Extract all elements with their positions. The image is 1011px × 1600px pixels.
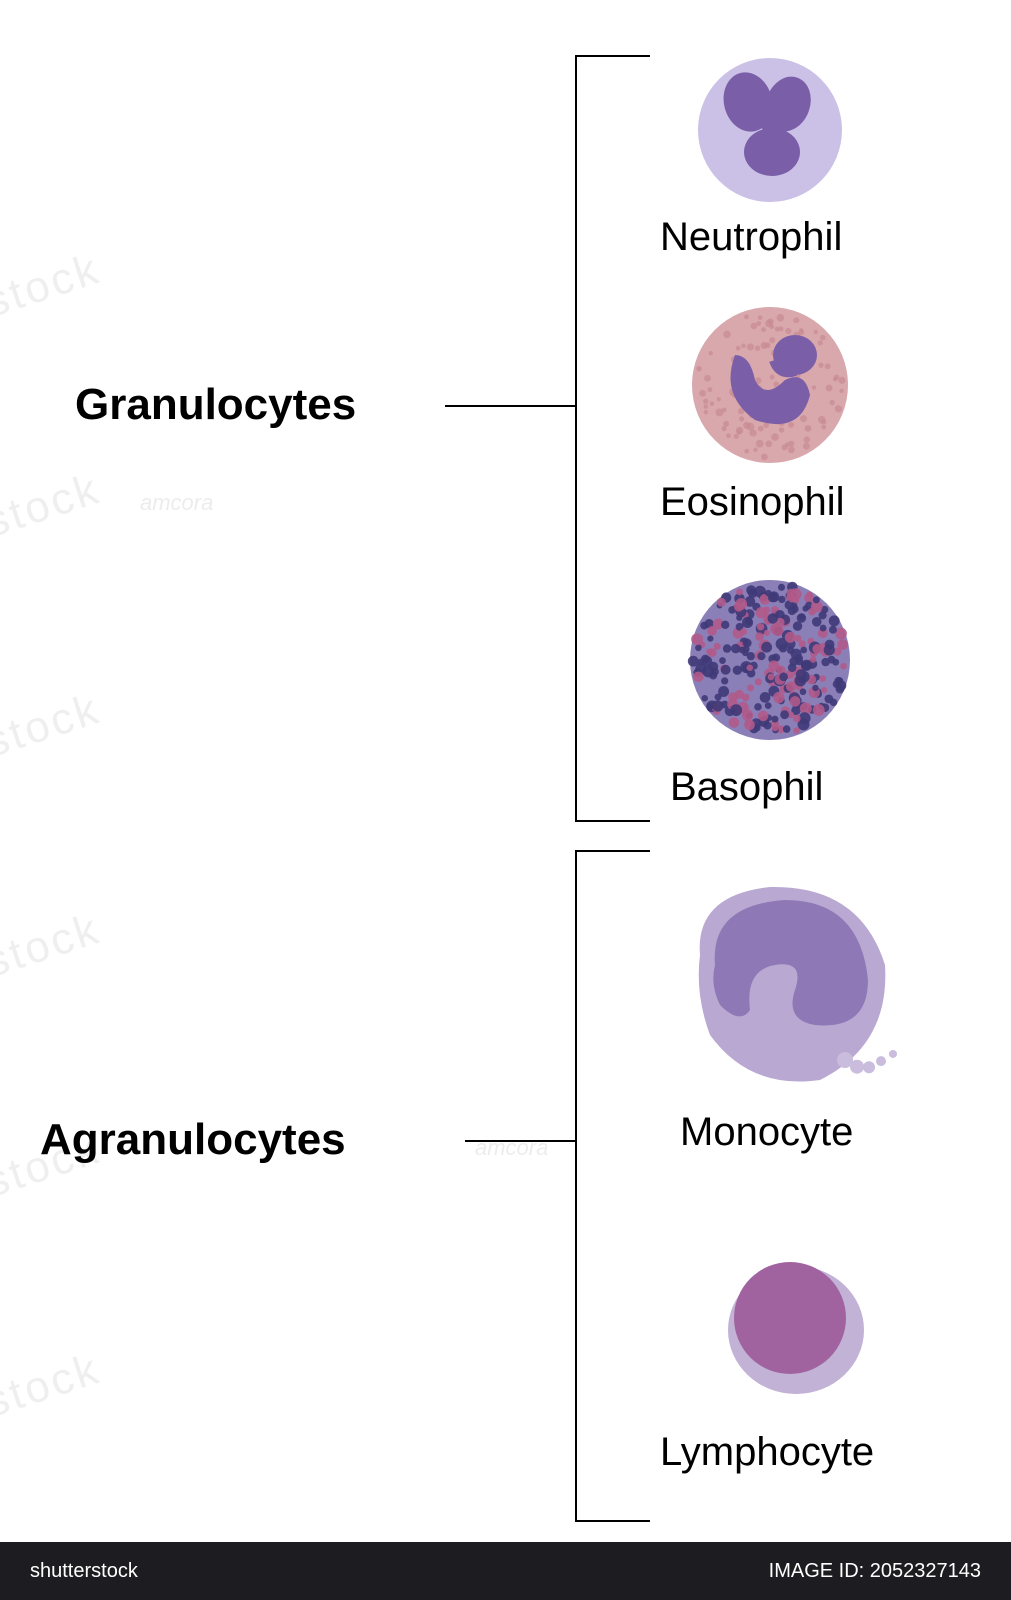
watermark-artist: amcora (475, 1135, 548, 1161)
footer-image-id: IMAGE ID: 2052327143 (769, 1560, 981, 1583)
bracket-granulocytes-bottomcap (575, 820, 650, 822)
neutrophil-label: Neutrophil (660, 215, 842, 260)
leukocyte-diagram: shutterstock shutterstock shutterstock s… (0, 0, 1011, 1600)
bracket-agranulocytes (575, 850, 577, 1520)
monocyte-label: Monocyte (680, 1110, 853, 1155)
group-title-agranulocytes: Agranulocytes (40, 1115, 346, 1165)
bracket-granulocytes-stem (445, 405, 575, 407)
eosinophil-label: Eosinophil (660, 480, 845, 525)
lymphocyte-cell-icon (708, 1238, 872, 1402)
bracket-agranulocytes-topcap (575, 850, 650, 852)
monocyte-cell-icon (660, 855, 920, 1115)
lymphocyte-label: Lymphocyte (660, 1430, 874, 1475)
basophil-cell-icon (680, 570, 860, 750)
watermark-text: shutterstock (0, 54, 1011, 596)
footer-bar: shutterstock IMAGE ID: 2052327143 (0, 1542, 1011, 1600)
basophil-label: Basophil (670, 765, 823, 810)
watermark-artist: amcora (140, 490, 213, 516)
bracket-granulocytes-topcap (575, 55, 650, 57)
bracket-granulocytes (575, 55, 577, 820)
neutrophil-cell-icon (688, 48, 852, 212)
bracket-agranulocytes-bottomcap (575, 1520, 650, 1522)
bracket-agranulocytes-stem (465, 1140, 575, 1142)
footer-logo: shutterstock (30, 1560, 138, 1583)
watermark-text: shutterstock (0, 0, 1011, 376)
eosinophil-cell-icon (682, 297, 858, 473)
group-title-granulocytes: Granulocytes (75, 380, 356, 430)
